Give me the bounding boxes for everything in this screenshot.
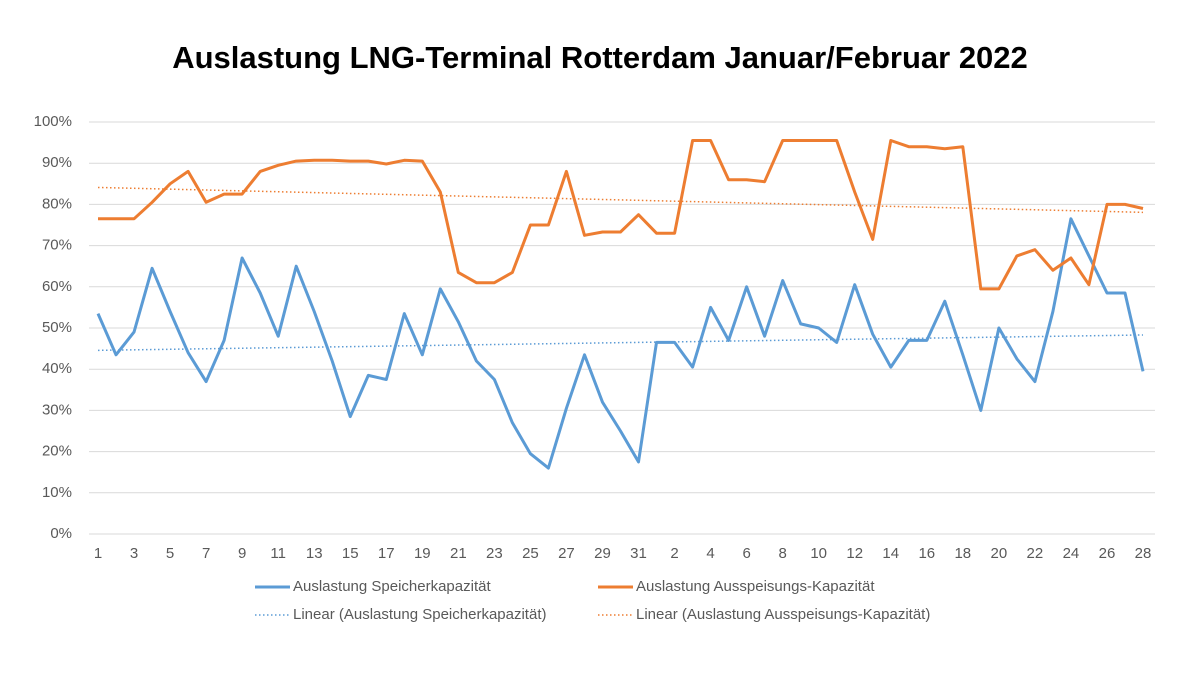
x-tick-label: 26 xyxy=(1099,545,1116,562)
x-tick-label: 3 xyxy=(130,545,138,562)
x-tick-label: 24 xyxy=(1063,545,1080,562)
x-tick-label: 17 xyxy=(378,545,395,562)
x-tick-label: 13 xyxy=(306,545,323,562)
x-tick-label: 28 xyxy=(1135,545,1152,562)
x-tick-label: 23 xyxy=(486,545,503,562)
y-tick-label: 80% xyxy=(42,195,72,212)
legend-label: Auslastung Ausspeisungs-Kapazität xyxy=(636,578,875,595)
legend-label: Linear (Auslastung Speicherkapazität) xyxy=(293,606,546,623)
x-tick-label: 11 xyxy=(270,545,286,562)
legend-label: Linear (Auslastung Ausspeisungs-Kapazitä… xyxy=(636,606,930,623)
x-tick-label: 9 xyxy=(238,545,246,562)
x-tick-label: 4 xyxy=(706,545,714,562)
x-tick-label: 12 xyxy=(846,545,863,562)
x-tick-label: 20 xyxy=(991,545,1008,562)
y-tick-label: 60% xyxy=(42,278,72,295)
x-tick-label: 14 xyxy=(882,545,899,562)
x-tick-label: 18 xyxy=(954,545,971,562)
x-tick-label: 8 xyxy=(778,545,786,562)
x-tick-label: 7 xyxy=(202,545,210,562)
y-tick-label: 30% xyxy=(42,401,72,418)
x-tick-label: 27 xyxy=(558,545,575,562)
y-tick-label: 100% xyxy=(34,113,72,130)
y-tick-label: 10% xyxy=(42,484,72,501)
y-tick-label: 20% xyxy=(42,443,72,460)
x-tick-label: 2 xyxy=(670,545,678,562)
x-tick-label: 29 xyxy=(594,545,611,562)
y-tick-label: 90% xyxy=(42,154,72,171)
x-tick-label: 19 xyxy=(414,545,431,562)
x-tick-label: 21 xyxy=(450,545,467,562)
x-tick-label: 10 xyxy=(810,545,827,562)
y-tick-label: 0% xyxy=(50,525,72,542)
y-tick-label: 40% xyxy=(42,360,72,377)
chart-title: Auslastung LNG-Terminal Rotterdam Januar… xyxy=(172,40,1028,75)
x-tick-label: 22 xyxy=(1027,545,1044,562)
series-line xyxy=(96,217,1145,470)
x-tick-label: 5 xyxy=(166,545,174,562)
x-tick-label: 25 xyxy=(522,545,539,562)
y-tick-label: 50% xyxy=(42,319,72,336)
x-tick-label: 16 xyxy=(918,545,935,562)
x-tick-label: 1 xyxy=(94,545,102,562)
y-tick-label: 70% xyxy=(42,237,72,254)
x-tick-label: 6 xyxy=(742,545,750,562)
legend-label: Auslastung Speicherkapazität xyxy=(293,578,491,595)
series-line xyxy=(98,139,1144,291)
x-tick-label: 15 xyxy=(342,545,359,562)
x-tick-label: 31 xyxy=(630,545,647,562)
